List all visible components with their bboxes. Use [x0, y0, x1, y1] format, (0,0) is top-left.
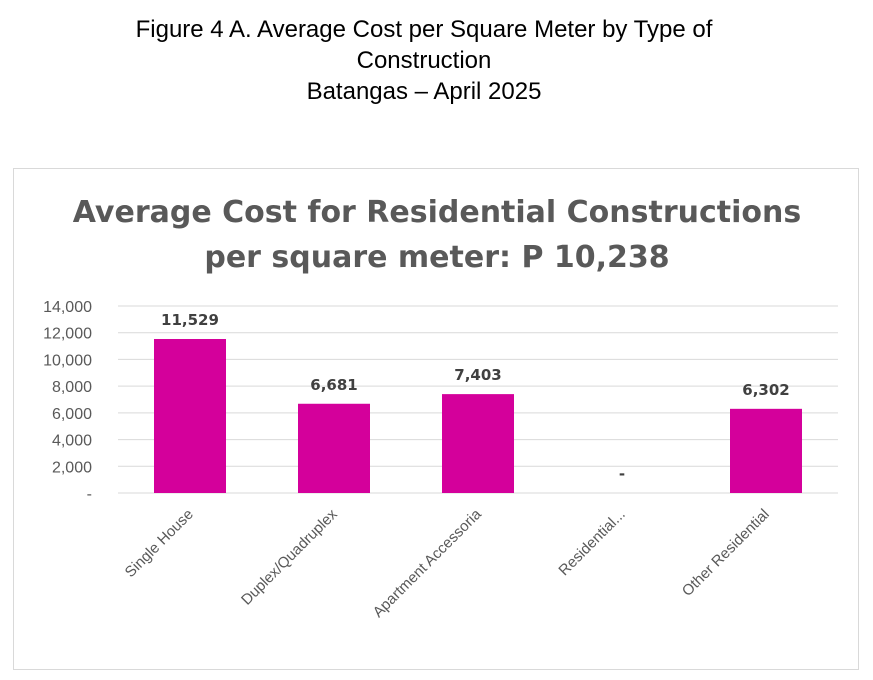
category-label: Single House [122, 506, 197, 581]
figure-title-line-3: Batangas – April 2025 [306, 78, 542, 105]
data-labels: 11,529 6,681 7,403 - 6,302 [161, 311, 790, 483]
y-tick-label: 4,000 [52, 433, 92, 450]
y-axis-ticks: - 2,000 4,000 6,000 8,000 10,000 12,000 14,000 [43, 299, 92, 503]
data-label: 6,302 [742, 381, 789, 399]
x-axis-categories: Single House Duplex/Quadruplex Apartment A… [122, 505, 773, 621]
category-label: Duplex/Quadruplex [238, 505, 341, 608]
data-label: - [619, 465, 625, 483]
y-tick-label: - [87, 486, 92, 503]
chart-title-line-2: per square meter: P 10,238 [204, 240, 669, 275]
y-tick-label: 14,000 [43, 299, 92, 316]
bar-chart: Average Cost for Residential Constructio… [43, 195, 838, 621]
figure-caption: Figure 4 A. Average Cost per Square Mete… [0, 14, 848, 107]
bar [298, 403, 370, 493]
y-tick-label: 6,000 [52, 406, 92, 423]
y-tick-label: 10,000 [43, 352, 92, 369]
bar [154, 339, 226, 493]
data-label: 6,681 [310, 376, 357, 394]
y-tick-label: 8,000 [52, 379, 92, 396]
bars [154, 339, 802, 493]
category-label: Other Residential [679, 506, 773, 600]
category-label: Apartment Accessoria [370, 505, 486, 621]
y-tick-label: 2,000 [52, 459, 92, 476]
figure-title-line-1: Figure 4 A. Average Cost per Square Mete… [135, 16, 713, 43]
bar [730, 408, 802, 493]
figure-title-line-2: Construction [356, 47, 492, 74]
data-label: 11,529 [161, 311, 219, 329]
bar [442, 394, 514, 493]
chart-area: Average Cost for Residential Constructio… [13, 168, 859, 670]
data-label: 7,403 [454, 366, 501, 384]
y-tick-label: 12,000 [43, 326, 92, 343]
category-label: Residential... [555, 506, 628, 579]
chart-title-line-1: Average Cost for Residential Constructio… [73, 195, 801, 230]
